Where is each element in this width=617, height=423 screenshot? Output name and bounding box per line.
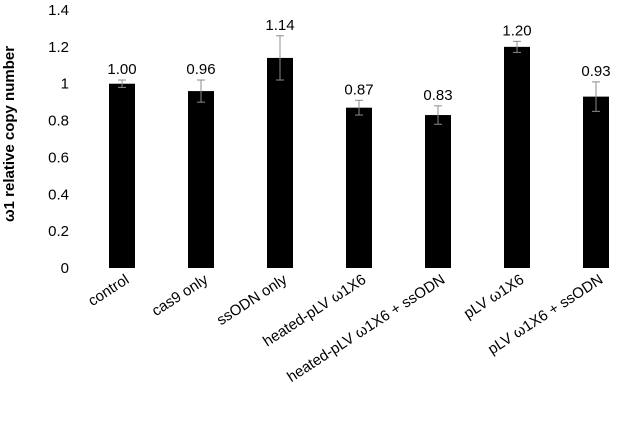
data-label: 1.20 [502,22,531,39]
y-tick-label: 1.2 [48,39,69,56]
y-tick-label: 0 [61,260,69,277]
y-tick-label: 0.2 [48,223,69,240]
x-tick-label: pLV ω1X6 [461,271,527,322]
data-label: 0.83 [423,87,452,104]
data-label: 1.14 [265,17,294,34]
y-axis-title: ω1 relative copy number [1,46,18,222]
data-label: 1.00 [107,61,136,78]
y-axis: 0 0.2 0.4 0.6 0.8 1 1.2 1.4 [48,2,69,277]
data-label: 0.87 [344,81,373,98]
x-tick-label: cas9 only [149,271,212,320]
bars: 1.00 0.96 1.14 0.87 0.83 1.20 0.93 [107,17,611,269]
y-tick-label: 1 [61,76,69,93]
bar [188,91,214,268]
bar [425,115,451,269]
data-label: 0.96 [186,61,215,78]
x-tick-label: heated-pLV ω1X6 + ssODN [284,271,448,386]
bar [583,96,609,268]
bar [504,46,530,268]
y-tick-label: 0.8 [48,113,69,130]
bar [346,107,372,269]
x-tick-label: ssODN only [214,271,291,329]
y-tick-label: 0.6 [48,149,69,166]
data-label: 0.93 [581,63,610,80]
y-tick-label: 0.4 [48,186,69,203]
bar [267,57,293,268]
x-tick-label: control [85,271,132,310]
y-tick-label: 1.4 [48,2,69,19]
bar [109,83,135,268]
